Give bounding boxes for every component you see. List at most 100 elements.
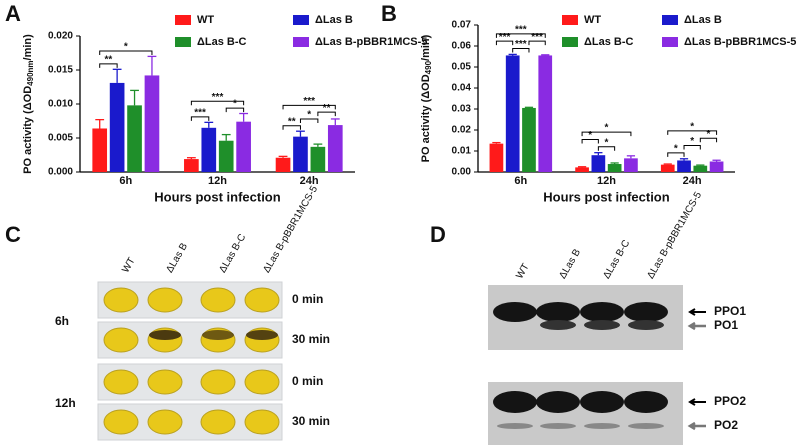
significance-bracket [99,63,118,68]
legend-swatch [662,15,678,25]
significance-label: *** [499,32,511,43]
band-main [624,302,668,322]
y-axis-label-part: /min) [22,34,34,61]
significance-label: ** [288,116,296,127]
row-label: 30 min [292,414,330,428]
panel-label: D [430,222,446,247]
x-tick-label: 24h [300,175,319,187]
legend-label: ΔLas B-pBBR1MCS-5 [315,36,427,48]
band-arrow [688,398,706,406]
error-bar [679,158,689,161]
tube-precipitate [202,330,234,340]
y-tick-label: 0.06 [452,41,472,52]
bar [310,146,326,172]
band-main [580,391,624,413]
panel-label: C [5,222,21,247]
error-bar [330,118,340,126]
y-tick-label: 0.00 [452,167,472,178]
band-label: PO1 [714,318,738,332]
y-tick-label: 0.015 [48,65,73,76]
legend-swatch [562,37,578,47]
significance-bracket [597,146,616,151]
band-arrow [687,321,706,331]
error-bar [594,152,603,156]
row-label: 0 min [292,292,323,306]
y-tick-label: 0.04 [452,83,472,94]
significance-label: * [706,129,710,140]
legend-label: WT [197,14,214,26]
bar [144,75,160,172]
y-axis-label-part: 490nm [26,60,35,85]
column-header: ΔLas B-C [217,232,248,275]
tube [147,369,183,395]
significance-bracket [699,137,718,143]
error-bar [186,157,196,160]
error-bar [577,166,587,168]
error-bar [147,55,157,76]
panel-label: B [381,1,397,26]
error-bar [112,68,122,83]
error-bar [296,130,305,137]
legend-label: ΔLas B-C [584,36,634,48]
bar [575,167,589,172]
band-minor [497,423,533,429]
tube [200,409,236,435]
bar [236,121,251,172]
bar [293,136,308,172]
error-bar [239,112,249,122]
significance-bracket [299,118,319,123]
error-bar [626,155,636,159]
significance-bracket [581,138,599,144]
x-axis-label: Hours post infection [154,189,280,204]
band-main [493,302,537,322]
bar [218,140,234,172]
legend-label: ΔLas B-pBBR1MCS-5 [684,36,796,48]
bar [327,125,343,172]
significance-label: * [307,110,311,121]
band-arrow [688,308,706,316]
significance-label: * [690,136,694,147]
y-axis-label-part: PO activity (ΔOD [22,86,34,174]
tube [244,409,280,435]
band-minor [584,423,620,429]
band-label: PO2 [714,418,738,432]
y-tick-label: 0.020 [48,31,73,42]
significance-bracket [581,131,632,137]
bar [92,128,108,172]
bar [127,105,142,172]
significance-label: *** [194,108,206,119]
y-axis-label-part: 490 [424,60,433,74]
error-bar [541,54,550,56]
column-header: ΔLas B-C [601,238,632,281]
significance-label: *** [515,24,527,35]
bar [591,155,606,172]
significance-label: * [588,130,592,141]
legend-label: ΔLas B [315,14,353,26]
error-bar [221,133,231,141]
significance-bracket [667,152,685,157]
x-tick-label: 12h [208,175,227,187]
tube [103,409,139,435]
column-header: ΔLas B [557,247,583,281]
bar [489,143,504,172]
error-bar [492,141,501,144]
band-arrow [687,421,706,431]
y-axis-label-part: PO activity (ΔOD [420,74,432,162]
error-bar [313,143,323,147]
legend-swatch [662,37,678,47]
group-label: 6h [55,314,69,328]
band-minor [540,320,576,330]
bar [505,55,520,173]
error-bar [696,164,705,166]
significance-label: ** [323,103,331,114]
significance-bracket [495,40,514,46]
legend-swatch [175,15,191,25]
tube-precipitate [246,330,278,340]
band-minor [584,320,620,330]
significance-label: * [605,123,609,134]
legend-label: ΔLas B-C [197,36,247,48]
legend-swatch [175,37,191,47]
row-label: 0 min [292,374,323,388]
legend-swatch [562,15,578,25]
